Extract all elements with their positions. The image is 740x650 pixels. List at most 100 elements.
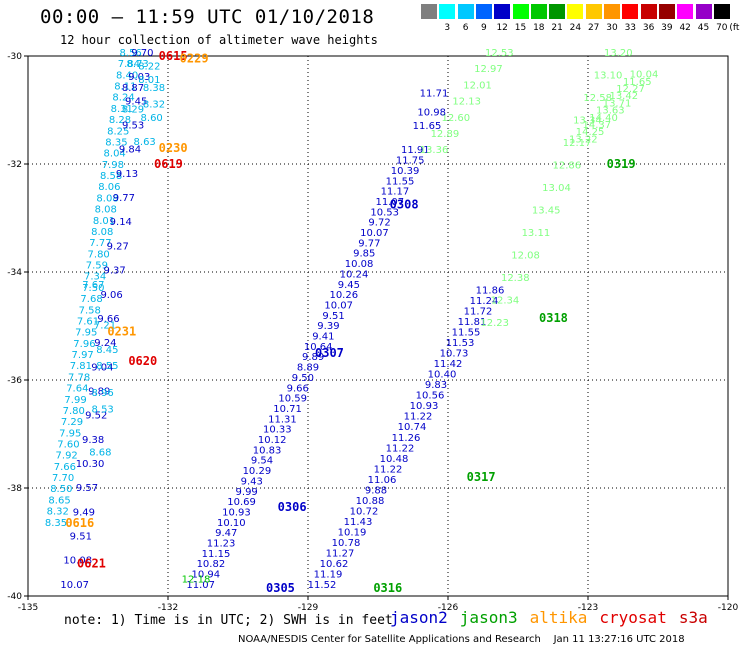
wave-height-value: 7.98 xyxy=(102,160,124,171)
wave-height-value: 11.22 xyxy=(386,443,415,454)
wave-height-value: 8.60 xyxy=(141,113,163,124)
pass-time-label: 0615 xyxy=(159,49,188,63)
satellite-legend-item: jason3 xyxy=(459,608,518,627)
wave-height-value: 7.60 xyxy=(57,440,79,451)
satellite-legend-item: altika xyxy=(529,608,588,627)
wave-height-value: 8.45 xyxy=(96,345,118,356)
wave-height-value: 10.33 xyxy=(263,425,292,436)
legend-swatch xyxy=(567,4,584,19)
footnote: note: 1) Time is in UTC; 2) SWH is in fe… xyxy=(64,613,393,628)
legend-swatch xyxy=(713,4,730,19)
satellite-legend-item: s3a xyxy=(678,608,708,627)
wave-height-value: 7.92 xyxy=(56,451,78,462)
wave-height-value: 12.27 xyxy=(616,84,645,95)
legend-swatch xyxy=(604,4,620,19)
satellite-legend-item: jason2 xyxy=(390,608,448,627)
lat-tick-label: -40 xyxy=(7,592,22,602)
wave-height-value: 12.97 xyxy=(474,64,503,75)
wave-height-value: 10.07 xyxy=(60,580,89,591)
wave-height-value: 10.93 xyxy=(410,401,439,412)
wave-height-value: 8.53 xyxy=(92,404,114,415)
wave-height-value: 11.81 xyxy=(458,317,487,328)
wave-height-value: 7.95 xyxy=(59,428,81,439)
wave-height-value: 7.70 xyxy=(52,473,74,484)
wave-height-value: 7.29 xyxy=(61,417,83,428)
wave-height-value: 10.19 xyxy=(338,527,367,538)
wave-height-value: 11.22 xyxy=(404,412,433,423)
wave-height-value: 11.07 xyxy=(186,580,215,591)
wave-height-value: 8.11 xyxy=(114,82,136,93)
legend-label: 70 xyxy=(716,23,728,33)
wave-height-value: 11.86 xyxy=(476,286,505,297)
pass-time-label: 0619 xyxy=(154,157,183,171)
wave-height-value: 11.07 xyxy=(375,197,404,208)
wave-height-value: 7.67 xyxy=(82,280,104,291)
wave-height-value: 11.65 xyxy=(413,121,442,132)
wave-height-value: 9.39 xyxy=(317,321,339,332)
wave-height-value: 11.55 xyxy=(386,176,415,187)
wave-height-value: 9.45 xyxy=(125,96,147,107)
wave-height-value: 11.42 xyxy=(434,359,463,370)
wave-height-value: 9.45 xyxy=(338,280,360,291)
wave-height-value: 9.66 xyxy=(287,383,309,394)
wave-height-value: 12.17 xyxy=(563,138,592,149)
wave-height-value: 8.96 xyxy=(92,388,114,399)
wave-height-value: 8.08 xyxy=(95,205,117,216)
pass-time-label: 0307 xyxy=(315,346,344,360)
legend-swatch xyxy=(585,4,602,19)
wave-height-value: 11.17 xyxy=(381,187,410,198)
wave-height-value: 13.42 xyxy=(609,91,638,102)
legend-swatch xyxy=(494,4,511,19)
wave-height-value: 10.98 xyxy=(417,107,446,118)
pass-time-label: 0305 xyxy=(266,581,295,595)
wave-height-value: 9.37 xyxy=(104,266,126,277)
wave-height-value: 11.55 xyxy=(452,328,481,339)
legend-label: 42 xyxy=(679,23,691,33)
wave-height-value: 9.89 xyxy=(88,386,110,397)
satellite-tracks: 11.0710.9410.8211.1511.239.4710.1010.931… xyxy=(45,48,658,591)
wave-height-value: 11.23 xyxy=(207,539,236,550)
wave-height-value: 12.34 xyxy=(491,296,520,307)
legend-swatch xyxy=(695,4,712,19)
wave-height-value: 13.63 xyxy=(596,106,625,117)
pass-time-label: 0621 xyxy=(77,557,106,571)
wave-height-value: 9.04 xyxy=(91,362,113,373)
wave-height-value: 8.22 xyxy=(138,62,160,73)
wave-height-value: 10.39 xyxy=(391,166,420,177)
wave-height-value: 7.80 xyxy=(63,406,85,417)
wave-height-value: 7.84 xyxy=(118,59,140,70)
satellite-legend-item: cryosat xyxy=(599,608,667,627)
satellite-legend: jason2 jason3 altika cryosat s3a xyxy=(390,608,720,627)
wave-height-value: 10.12 xyxy=(258,435,287,446)
wave-height-value: 8.06 xyxy=(98,182,120,193)
pass-time-label: 0231 xyxy=(107,324,136,338)
wave-height-value: 7.58 xyxy=(79,305,101,316)
wave-height-value: 8.73 xyxy=(127,59,149,70)
wave-height-value: 9.57 xyxy=(76,483,98,494)
wave-height-value: 12.08 xyxy=(511,251,540,262)
wave-height-value: 11.24 xyxy=(470,296,499,307)
lat-tick-label: -34 xyxy=(7,268,22,278)
pass-time-label: 0616 xyxy=(65,516,94,530)
credit-line: NOAA/NESDIS Center for Satellite Applica… xyxy=(238,634,685,645)
wave-height-value: 12.13 xyxy=(452,97,481,108)
wave-height-value: 8.35 xyxy=(45,518,67,529)
wave-height-value: 11.06 xyxy=(368,475,397,486)
wave-height-value: 9.03 xyxy=(128,72,150,83)
wave-height-value: 9.13 xyxy=(116,169,138,180)
map-axes: -135 -132 -129 -126 -123 -120 -30 -32 -34 -36 -38 -… xyxy=(7,52,738,613)
legend-label: 33 xyxy=(624,23,637,33)
wave-height-value: 10.48 xyxy=(380,454,409,465)
wave-height-value: 11.26 xyxy=(392,433,421,444)
legend-label: 45 xyxy=(697,23,710,33)
lon-tick-label: -135 xyxy=(18,603,38,613)
wave-height-value: 10.04 xyxy=(630,70,659,81)
wave-height-value: 10.94 xyxy=(191,570,220,581)
wave-height-value: 13.11 xyxy=(522,228,551,239)
pass-time-label: 0319 xyxy=(607,157,636,171)
legend-label: 21 xyxy=(551,23,563,33)
legend-label: 15 xyxy=(514,23,527,33)
wave-height-value: 12.23 xyxy=(480,318,509,329)
wave-height-value: 9.84 xyxy=(119,145,141,156)
lon-tick-label: -132 xyxy=(158,603,178,613)
